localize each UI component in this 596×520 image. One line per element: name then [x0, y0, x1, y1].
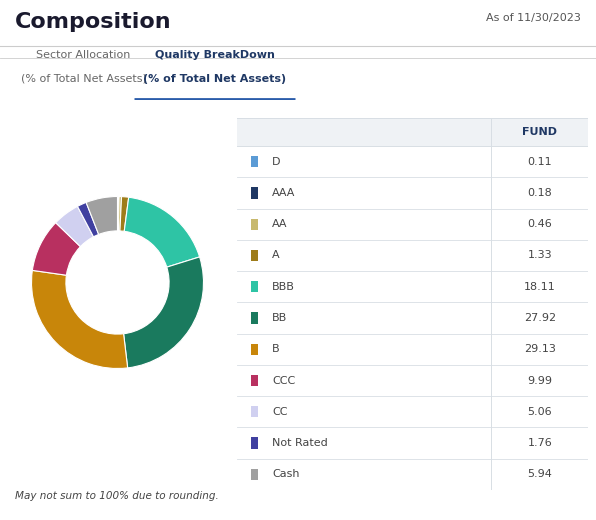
Bar	[251, 281, 258, 292]
Text: Cash: Cash	[272, 470, 299, 479]
Bar	[251, 156, 258, 167]
Bar	[251, 218, 258, 230]
Text: 0.18: 0.18	[527, 188, 552, 198]
Bar	[237, 118, 588, 146]
Bar	[251, 313, 258, 323]
Text: 27.92: 27.92	[524, 313, 556, 323]
Wedge shape	[55, 206, 94, 246]
Wedge shape	[32, 270, 128, 369]
Bar	[251, 187, 258, 199]
Wedge shape	[123, 257, 203, 368]
Text: 9.99: 9.99	[527, 375, 552, 385]
Text: Not Rated: Not Rated	[272, 438, 328, 448]
Bar	[251, 469, 258, 480]
Text: A: A	[272, 251, 280, 261]
Text: 5.06: 5.06	[527, 407, 552, 417]
Text: Composition: Composition	[15, 12, 172, 32]
Text: B: B	[272, 344, 280, 354]
Text: BB: BB	[272, 313, 287, 323]
Text: AA: AA	[272, 219, 287, 229]
Wedge shape	[120, 197, 129, 231]
Text: FUND: FUND	[522, 127, 557, 137]
Text: 29.13: 29.13	[524, 344, 555, 354]
Text: D: D	[272, 157, 281, 166]
Wedge shape	[32, 223, 80, 275]
Text: (% of Total Net Assets): (% of Total Net Assets)	[20, 74, 147, 84]
Text: 0.46: 0.46	[527, 219, 552, 229]
Text: BBB: BBB	[272, 282, 295, 292]
Bar	[251, 375, 258, 386]
Text: Sector Allocation: Sector Allocation	[36, 50, 131, 60]
Bar	[251, 250, 258, 261]
Text: May not sum to 100% due to rounding.: May not sum to 100% due to rounding.	[15, 491, 219, 501]
Text: 5.94: 5.94	[527, 470, 552, 479]
Text: (% of Total Net Assets): (% of Total Net Assets)	[143, 74, 286, 84]
Bar	[251, 344, 258, 355]
Text: CC: CC	[272, 407, 287, 417]
Bar	[251, 437, 258, 449]
Wedge shape	[119, 197, 122, 231]
Text: 1.33: 1.33	[527, 251, 552, 261]
Text: 18.11: 18.11	[524, 282, 555, 292]
Text: 0.11: 0.11	[527, 157, 552, 166]
Wedge shape	[118, 197, 119, 231]
Wedge shape	[77, 202, 99, 237]
Bar	[251, 406, 258, 418]
Text: CCC: CCC	[272, 375, 295, 385]
Wedge shape	[86, 197, 117, 235]
Text: As of 11/30/2023: As of 11/30/2023	[486, 12, 581, 22]
Text: Quality BreakDown: Quality BreakDown	[154, 50, 275, 60]
Text: AAA: AAA	[272, 188, 296, 198]
Text: 1.76: 1.76	[527, 438, 552, 448]
Wedge shape	[124, 197, 200, 267]
